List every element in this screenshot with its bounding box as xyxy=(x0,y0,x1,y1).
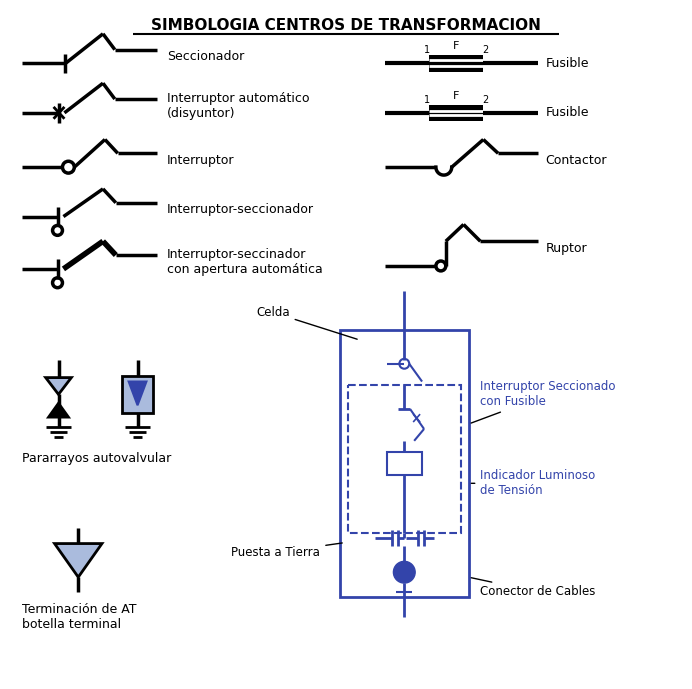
Bar xyxy=(348,384,461,533)
Text: Conector de Cables: Conector de Cables xyxy=(471,578,596,599)
Text: Interruptor automático
(disyuntor): Interruptor automático (disyuntor) xyxy=(167,92,310,120)
Circle shape xyxy=(394,562,415,583)
Text: Terminación de AT
botella terminal: Terminación de AT botella terminal xyxy=(22,603,136,630)
Text: Fusible: Fusible xyxy=(545,57,589,70)
Text: Interruptor-seccionador: Interruptor-seccionador xyxy=(167,203,314,216)
Text: Indicador Luminoso
de Tensión: Indicador Luminoso de Tensión xyxy=(471,469,596,497)
Text: 1: 1 xyxy=(424,95,430,105)
Polygon shape xyxy=(129,382,147,405)
Text: Fusible: Fusible xyxy=(545,106,589,119)
Text: 2: 2 xyxy=(482,45,489,54)
Bar xyxy=(387,452,422,475)
Bar xyxy=(122,376,154,413)
Text: Interruptor Seccionado
con Fusible: Interruptor Seccionado con Fusible xyxy=(471,380,616,423)
Polygon shape xyxy=(55,544,102,577)
Polygon shape xyxy=(46,378,71,394)
Bar xyxy=(340,330,468,597)
Text: Puesta a Tierra: Puesta a Tierra xyxy=(231,543,343,559)
Text: 1: 1 xyxy=(424,45,430,54)
Text: F: F xyxy=(453,41,459,51)
Bar xyxy=(429,54,483,72)
Text: SIMBOLOGIA CENTROS DE TRANSFORMACION: SIMBOLOGIA CENTROS DE TRANSFORMACION xyxy=(151,19,541,33)
Text: Ruptor: Ruptor xyxy=(545,242,588,255)
Text: Pararrayos autovalvular: Pararrayos autovalvular xyxy=(22,452,171,465)
Bar xyxy=(429,105,483,121)
Polygon shape xyxy=(48,403,69,417)
Text: Contactor: Contactor xyxy=(545,154,607,167)
Text: 2: 2 xyxy=(482,95,489,105)
Text: Interruptor: Interruptor xyxy=(167,154,235,167)
Text: Interruptor-seccinador
con apertura automática: Interruptor-seccinador con apertura auto… xyxy=(167,248,323,276)
Text: F: F xyxy=(453,91,459,101)
Text: Seccionador: Seccionador xyxy=(167,50,244,63)
Text: Celda: Celda xyxy=(256,306,357,339)
